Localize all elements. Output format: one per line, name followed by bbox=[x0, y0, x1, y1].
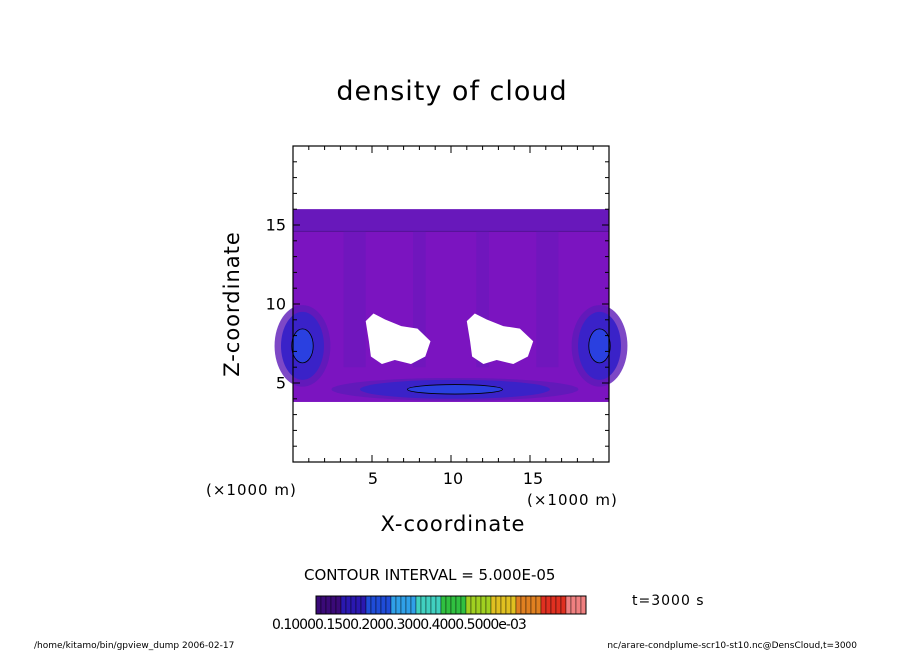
colorbar-cell bbox=[505, 595, 512, 615]
colorbar-cell bbox=[430, 595, 437, 615]
colorbar-cell bbox=[535, 595, 542, 615]
colorbar-cell bbox=[400, 595, 407, 615]
colorbar-cell bbox=[355, 595, 362, 615]
colorbar-cell bbox=[395, 595, 402, 615]
cloud-top-band bbox=[293, 209, 609, 232]
colorbar-cell bbox=[570, 595, 577, 615]
colorbar-cell bbox=[495, 595, 502, 615]
x-axis-label: X-coordinate bbox=[380, 512, 526, 536]
y-tick-label: 10 bbox=[265, 294, 286, 314]
colorbar-cell bbox=[390, 595, 397, 615]
x-scale-label-left: (×1000 m) bbox=[206, 481, 297, 499]
colorbar-cell bbox=[350, 595, 357, 615]
colorbar-cell bbox=[480, 595, 487, 615]
colorbar-cell bbox=[530, 595, 537, 615]
colorbar-cell bbox=[515, 595, 522, 615]
colorbar-cell bbox=[370, 595, 377, 615]
colorbar-cell bbox=[325, 595, 332, 615]
colorbar-cell bbox=[335, 595, 342, 615]
colorbar-cell bbox=[445, 595, 452, 615]
footer-source: nc/arare-condplume-scr10-st10.nc@DensClo… bbox=[607, 641, 857, 651]
colorbar-cell bbox=[555, 595, 562, 615]
time-label: t=3000 s bbox=[632, 593, 705, 609]
colorbar-cell bbox=[490, 595, 497, 615]
colorbar-cell bbox=[425, 595, 432, 615]
colorbar-cell bbox=[375, 595, 382, 615]
colorbar-cell bbox=[470, 595, 477, 615]
colorbar-cell bbox=[550, 595, 557, 615]
colorbar-cell bbox=[510, 595, 517, 615]
colorbar-cell bbox=[455, 595, 462, 615]
colorbar-cell bbox=[440, 595, 447, 615]
x-tick-label: 15 bbox=[522, 469, 544, 488]
dense-region-core bbox=[291, 328, 314, 364]
colorbar-cell bbox=[315, 595, 322, 615]
colorbar-cell bbox=[405, 595, 412, 615]
colorbar-cell bbox=[360, 595, 367, 615]
colorbar-cell bbox=[415, 595, 422, 615]
chart-title: density of cloud bbox=[336, 76, 568, 107]
colorbar-cell bbox=[565, 595, 572, 615]
colorbar-cell bbox=[575, 595, 582, 615]
y-axis-label: Z-coordinate bbox=[220, 231, 244, 377]
colorbar-cell bbox=[320, 595, 327, 615]
colorbar-cell bbox=[540, 595, 547, 615]
colorbar-frame bbox=[315, 595, 587, 615]
colorbar-cell bbox=[385, 595, 392, 615]
colorbar-cell bbox=[420, 595, 427, 615]
colorbar-cell bbox=[580, 595, 587, 615]
colorbar-cell bbox=[435, 595, 442, 615]
colorbar-cell bbox=[520, 595, 527, 615]
cloud-column bbox=[536, 231, 559, 368]
footer-command: /home/kitamo/bin/gpview_dump 2006-02-17 bbox=[34, 641, 235, 651]
colorbar-cell bbox=[485, 595, 492, 615]
dense-region-core bbox=[588, 328, 611, 364]
colorbar-cell bbox=[465, 595, 472, 615]
cloud-column bbox=[343, 231, 366, 368]
colorbar-cell bbox=[365, 595, 372, 615]
clear-gap bbox=[365, 313, 431, 364]
colorbar-cell bbox=[450, 595, 457, 615]
colorbar-tick-labels: 0.10000.1500.2000.3000.4000.5000e-03 bbox=[272, 617, 527, 633]
colorbar-cell bbox=[525, 595, 532, 615]
x-scale-label-right: (×1000 m) bbox=[527, 491, 618, 509]
colorbar-cell bbox=[500, 595, 507, 615]
colorbar-cell bbox=[330, 595, 337, 615]
colorbar-cell bbox=[475, 595, 482, 615]
x-tick-label: 10 bbox=[442, 469, 464, 488]
dense-region-core bbox=[407, 384, 503, 395]
colorbar-cell bbox=[460, 595, 467, 615]
colorbar-cell bbox=[380, 595, 387, 615]
y-tick-label: 5 bbox=[275, 373, 286, 393]
x-tick-label: 5 bbox=[367, 469, 379, 488]
clear-gap bbox=[466, 313, 534, 364]
cloud-layer bbox=[293, 209, 609, 402]
colorbar-cell bbox=[345, 595, 352, 615]
colorbar-cell bbox=[545, 595, 552, 615]
colorbar-cell bbox=[560, 595, 567, 615]
colorbar-cell bbox=[410, 595, 417, 615]
colorbar-cell bbox=[340, 595, 347, 615]
y-tick-label: 15 bbox=[265, 215, 286, 235]
contour-interval-label: CONTOUR INTERVAL = 5.000E-05 bbox=[304, 566, 556, 584]
